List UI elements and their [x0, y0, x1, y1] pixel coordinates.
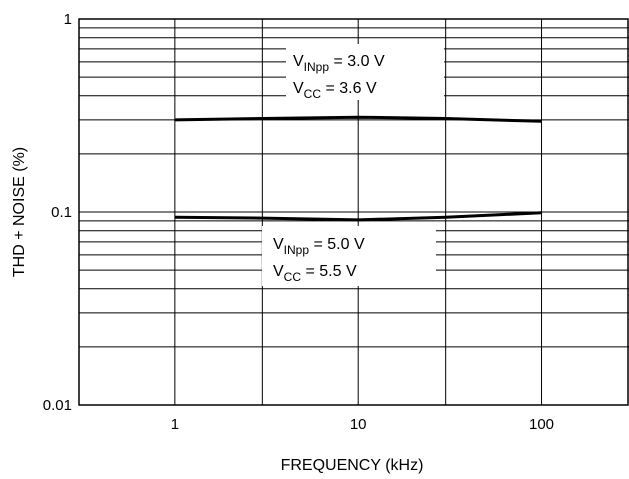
y-tick-labels: 1 0.1 0.01	[43, 11, 72, 414]
y-tick-label: 0.01	[43, 397, 72, 414]
annotation-group: VINpp = 3.0 V VCC = 3.6 V VINpp = 5.0 V VCC…	[262, 44, 444, 286]
x-tick-labels: 1 10 100	[171, 416, 554, 433]
plot-frame	[78, 18, 629, 406]
x-axis-label: FREQUENCY (kHz)	[281, 457, 424, 474]
series-group	[174, 115, 542, 222]
annotation-background	[262, 226, 436, 286]
annotation-vinpp: VINpp = 5.0 V	[273, 236, 365, 257]
annotation-background	[286, 44, 444, 100]
x-tick-label: 1	[171, 416, 179, 433]
series-line-2	[174, 211, 542, 222]
annotation-vcc: VCC = 5.5 V	[273, 263, 357, 284]
y-axis-label: THD + NOISE (%)	[11, 147, 28, 277]
series-line-1	[174, 115, 542, 123]
y-tick-label: 0.1	[51, 204, 72, 221]
x-tick-label: 100	[529, 416, 554, 433]
x-tick-label: 10	[350, 416, 367, 433]
y-tick-label: 1	[64, 11, 72, 28]
annotation-vinpp: VINpp = 3.0 V	[293, 53, 385, 74]
annotation-vcc: VCC = 3.6 V	[293, 80, 377, 101]
